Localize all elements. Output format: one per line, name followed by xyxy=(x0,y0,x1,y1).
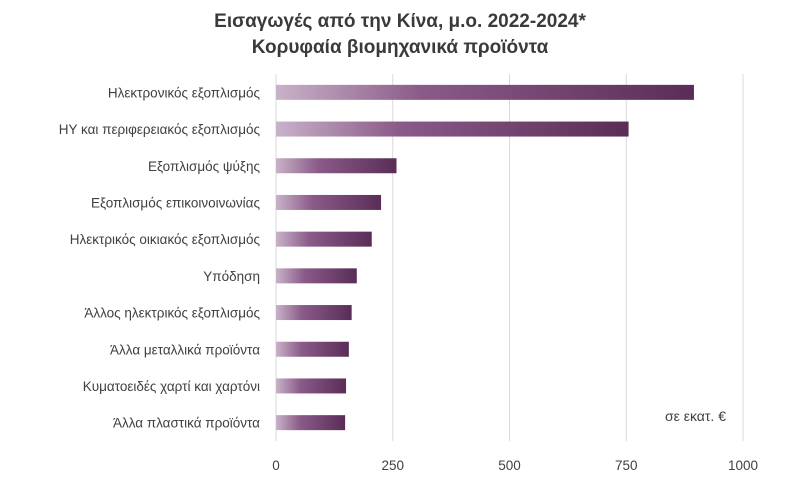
bar xyxy=(276,194,382,210)
bar xyxy=(276,158,397,174)
bar xyxy=(276,268,357,284)
bar xyxy=(276,231,372,247)
x-tick-label: 750 xyxy=(615,458,638,473)
category-label: Εξοπλισμός επικοινοινωνίας xyxy=(91,195,260,210)
bar xyxy=(276,415,346,431)
category-label: Ηλεκτρονικός εξοπλισμός xyxy=(108,85,261,100)
chart-title: Εισαγωγές από την Κίνα, μ.ο. 2022-2024* xyxy=(214,11,586,32)
category-label: Ηλεκτρικός οικιακός εξοπλισμός xyxy=(70,232,261,247)
category-label: Εξοπλισμός ψύξης xyxy=(148,159,261,174)
bar xyxy=(276,84,694,100)
x-tick-label: 1000 xyxy=(728,458,758,473)
bar xyxy=(276,378,347,394)
bar xyxy=(276,341,349,357)
category-label: Άλλα πλαστικά προϊόντα xyxy=(113,416,260,431)
unit-note: σε εκατ. € xyxy=(665,408,726,424)
category-label: Κυματοειδές χαρτί και χαρτόνι xyxy=(83,379,260,394)
category-label: ΗΥ και περιφερειακός εξοπλισμός xyxy=(59,122,261,137)
bars xyxy=(276,84,694,431)
chart-subtitle: Κορυφαία βιομηχανικά προϊόντα xyxy=(252,37,549,58)
x-tick-label: 250 xyxy=(381,458,404,473)
bar xyxy=(276,121,629,137)
x-tick-labels: 0 250 500 750 1000 xyxy=(272,458,758,473)
x-tick-label: 500 xyxy=(498,458,521,473)
category-labels: Ηλεκτρονικός εξοπλισμός ΗΥ και περιφερεια… xyxy=(59,85,261,430)
category-label: Άλλος ηλεκτρικός εξοπλισμός xyxy=(84,306,260,321)
category-label: Υπόδηση xyxy=(203,269,260,284)
bar xyxy=(276,305,352,321)
x-tick-label: 0 xyxy=(272,458,280,473)
category-label: Άλλα μεταλλικά προϊόντα xyxy=(110,342,260,357)
